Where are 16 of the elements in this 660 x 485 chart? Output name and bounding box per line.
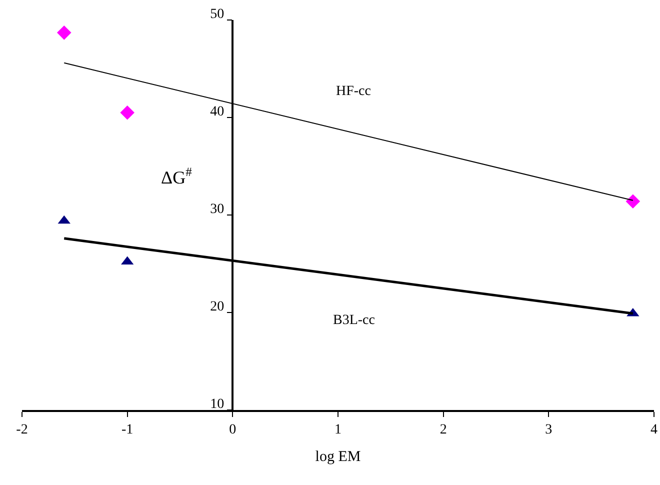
x-tick-label: -1 [121, 422, 134, 438]
y-tick-label: 30 [210, 202, 224, 217]
x-tick-label: 1 [334, 422, 342, 438]
y-tick-label: 40 [210, 104, 224, 120]
x-tick-label: 4 [650, 422, 658, 438]
x-tick-label: -2 [16, 422, 28, 438]
x-tick-label: 0 [229, 422, 236, 438]
x-tick-label: 2 [440, 422, 447, 438]
y-tick-label: 10 [210, 396, 224, 412]
x-tick-label: 3 [545, 422, 552, 438]
y-tick-label: 50 [210, 6, 224, 22]
y-axis-title: ΔG$^{#}$ [161, 165, 193, 188]
y-tick-label: 20 [210, 299, 224, 314]
text: HF-cc [336, 84, 371, 99]
text: B3L-cc [333, 313, 375, 328]
x-axis-title: log EM [315, 449, 361, 466]
